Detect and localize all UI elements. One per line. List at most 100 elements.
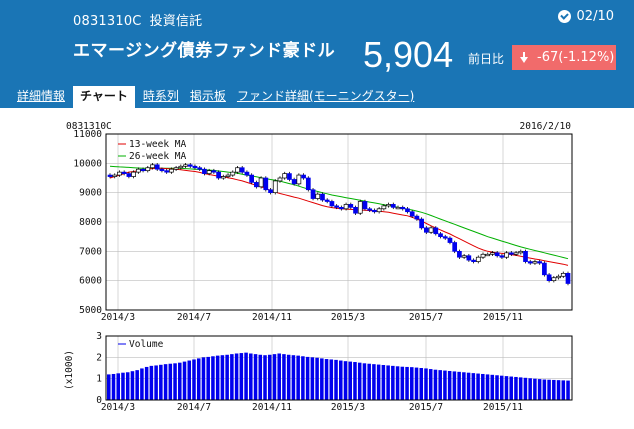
volume-bar	[310, 357, 315, 400]
candle-body	[357, 201, 363, 214]
volume-bar	[490, 374, 495, 400]
volume-bar	[471, 373, 476, 400]
volume-bar	[566, 380, 570, 400]
candle-body	[508, 252, 514, 255]
volume-bar	[348, 361, 353, 400]
candle-body	[131, 171, 136, 177]
volume-bar	[504, 376, 509, 400]
volume-bar	[282, 354, 286, 400]
volume-bar	[211, 356, 215, 400]
tab-chart[interactable]: チャート	[73, 86, 135, 108]
volume-bar	[395, 366, 400, 400]
candle-body	[381, 205, 387, 210]
volume-bar	[533, 378, 537, 400]
candle-body	[135, 168, 141, 173]
arrow-down-icon	[519, 51, 529, 64]
candle-body	[334, 205, 339, 208]
volume-x-tick: 2015/11	[483, 402, 523, 413]
volume-bar	[135, 370, 139, 400]
candle-body	[523, 250, 528, 262]
volume-bar	[140, 368, 144, 400]
candle-body	[225, 174, 231, 177]
fund-name: エマージング債券ファンド豪ドル	[73, 41, 336, 61]
volume-bar	[405, 366, 409, 400]
candle-body	[424, 227, 429, 233]
price-x-tick: 2015/11	[483, 312, 523, 323]
volume-bar	[296, 355, 300, 400]
volume-bar	[381, 365, 386, 400]
candle-body	[513, 252, 519, 255]
volume-bar	[215, 355, 220, 400]
volume-bar	[499, 375, 504, 400]
candle-body	[164, 170, 170, 173]
volume-bar	[386, 365, 390, 400]
legend-ma26: 26-week MA	[129, 151, 186, 162]
candle-body	[121, 171, 127, 174]
candle-body	[409, 211, 415, 217]
candle-body	[419, 218, 424, 229]
candle-body	[263, 177, 269, 191]
price-y-tick: 9000	[79, 188, 102, 199]
volume-bar	[305, 356, 310, 400]
candle-body	[178, 165, 184, 169]
volume-x-tick: 2014/7	[177, 402, 211, 413]
candle-body	[206, 170, 212, 174]
volume-bar	[481, 373, 485, 400]
candle-body	[159, 168, 165, 172]
candle-body	[235, 167, 240, 173]
volume-bar	[253, 354, 258, 400]
volume-bar	[353, 362, 357, 400]
volume-bar	[428, 369, 433, 400]
fund-type: 投資信託	[149, 14, 203, 29]
tab-morningstar[interactable]: ファンド詳細(モーニングスター)	[236, 89, 415, 103]
volume-bar	[154, 365, 158, 400]
volume-bar	[329, 359, 334, 400]
volume-bar	[419, 368, 424, 400]
ma13-path	[109, 167, 569, 266]
volume-bar	[291, 355, 296, 400]
volume-bar	[357, 362, 362, 400]
candle-body	[395, 206, 401, 210]
tab-board[interactable]: 掲示板	[189, 89, 226, 103]
volume-bar	[376, 364, 381, 400]
volume-bar	[424, 368, 428, 400]
volume-bar	[130, 371, 135, 400]
volume-x-tick: 2015/7	[409, 402, 443, 413]
volume-bar	[514, 376, 518, 400]
volume-bar	[258, 354, 263, 400]
candle-body	[457, 250, 462, 258]
volume-bar	[433, 369, 438, 400]
price-y-tick: 11000	[73, 129, 102, 140]
candle-body	[504, 252, 509, 258]
volume-y-axis: 3 2 1 0	[96, 331, 102, 406]
tab-details[interactable]: 詳細情報	[17, 89, 66, 103]
volume-x-axis: 2014/3 2014/7 2014/11 2015/3 2015/7 2015/11	[101, 402, 523, 413]
volume-bar	[107, 374, 111, 400]
volume-bar	[476, 373, 480, 400]
ma26-path	[109, 165, 569, 260]
candle-body	[565, 272, 571, 284]
volume-bar	[495, 375, 499, 400]
candle-body	[442, 236, 448, 239]
price-y-tick: 8000	[79, 217, 102, 228]
volume-bar	[121, 372, 125, 400]
volume-bar	[173, 363, 177, 400]
candle-body	[211, 170, 217, 173]
tab-timeseries[interactable]: 時系列	[142, 89, 179, 103]
candle-body	[315, 193, 321, 199]
volume-bar	[485, 374, 490, 400]
candle-body	[362, 201, 368, 210]
candle-body	[372, 209, 377, 213]
candle-body	[239, 167, 245, 173]
candle-body	[305, 177, 311, 191]
volume-bar	[400, 366, 405, 400]
candle-body	[268, 189, 273, 194]
legend-volume: Volume	[129, 339, 164, 350]
candle-body	[471, 259, 476, 262]
volume-bar	[159, 364, 163, 400]
candle-body	[447, 237, 453, 243]
chart-code-label: 0831310C	[66, 121, 112, 132]
price-y-tick: 6000	[79, 276, 102, 287]
candle-body	[452, 242, 458, 252]
current-price: 5,904	[363, 34, 454, 75]
